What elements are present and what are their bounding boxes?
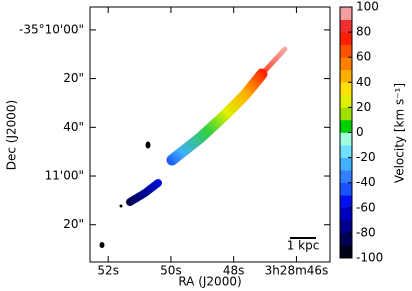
source	[99, 242, 105, 248]
colorbar-tick-label: -100	[356, 251, 383, 265]
colorbar-tick-label: 60	[356, 50, 371, 64]
colorbar-tick-label: -20	[356, 150, 376, 164]
x-tick-label: 48s	[223, 264, 245, 278]
colorbar-band	[340, 220, 352, 234]
colorbar-tick-label: 100	[356, 0, 379, 14]
y-tick-label: 11'00"	[45, 169, 84, 183]
galaxy	[99, 46, 288, 248]
colorbar-band	[340, 107, 352, 121]
colorbar-band	[340, 132, 352, 146]
y-tick-label: 20"	[63, 71, 84, 85]
colorbar-tick-label: 20	[356, 100, 371, 114]
colorbar-band	[340, 57, 352, 71]
colorbar-band	[340, 44, 352, 58]
colorbar-band	[340, 32, 352, 45]
colorbar-band	[340, 94, 352, 108]
colorbar-band	[340, 182, 352, 196]
colorbar-band	[340, 82, 352, 96]
x-tick-label: 3h28m46s	[265, 264, 329, 278]
galaxy-disk	[166, 68, 268, 166]
colorbar-tick-label: 0	[356, 125, 364, 139]
galaxy-blob	[126, 179, 162, 206]
galaxy-tip	[259, 46, 288, 77]
colorbar-band	[340, 207, 352, 221]
x-tick-label: 50s	[160, 264, 182, 278]
y-tick-label: -35°10'00"	[19, 22, 84, 36]
colorbar-tick-label: -40	[356, 175, 376, 189]
x-axis-label: RA (J2000)	[178, 275, 241, 289]
colorbar-band	[340, 157, 352, 171]
colorbar-band	[340, 232, 352, 246]
colorbar-band	[340, 7, 352, 20]
colorbar-band	[340, 119, 352, 133]
scale-bar-label: 1 kpc	[287, 239, 320, 253]
y-tick-label: 20"	[63, 217, 84, 231]
colorbar-band	[340, 245, 352, 259]
colorbar-band	[340, 69, 352, 83]
colorbar-band	[340, 170, 352, 183]
y-tick-label: 40"	[63, 120, 84, 134]
x-tick-label: 52s	[97, 264, 119, 278]
colorbar-band	[340, 145, 352, 158]
colorbar-tick-label: 40	[356, 75, 371, 89]
colorbar-tick-label: -60	[356, 200, 376, 214]
colorbar-label: Velocity [km s⁻¹]	[393, 83, 407, 183]
y-axis-label: Dec (J2000)	[5, 100, 19, 170]
colorbar-tick-label: -80	[356, 225, 376, 239]
source	[145, 141, 151, 149]
colorbar-band	[340, 19, 352, 33]
colorbar-tick-label: 80	[356, 25, 371, 39]
source	[119, 204, 123, 208]
plot-frame	[89, 6, 331, 263]
colorbar-band	[340, 195, 352, 209]
